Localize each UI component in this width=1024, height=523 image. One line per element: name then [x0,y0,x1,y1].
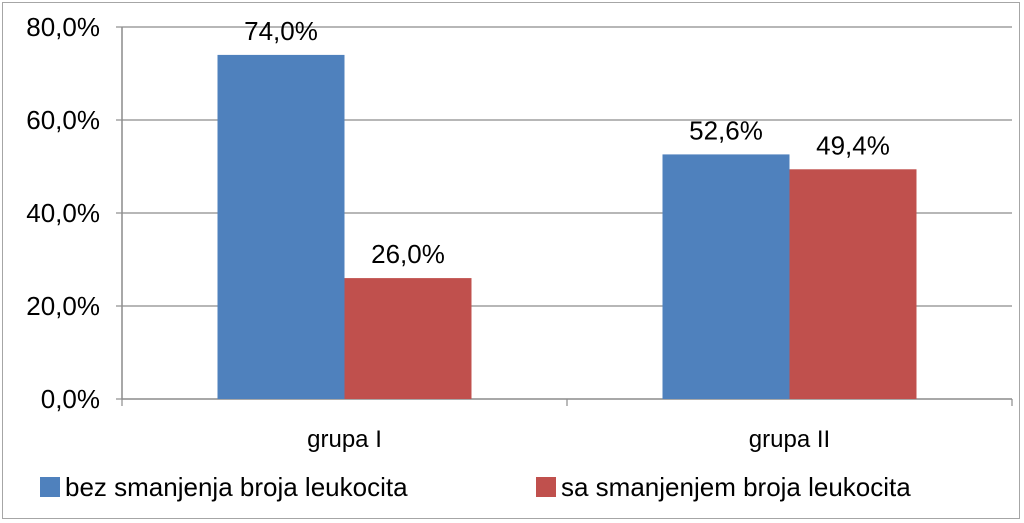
data-label: 52,6% [689,115,763,145]
legend-label: sa smanjenjem broja leukocita [561,472,911,502]
legend-swatch [536,477,556,497]
legend: bez smanjenja broja leukocita sa smanjenj… [40,472,911,502]
bars [217,54,917,400]
y-tick-label: 80,0% [26,12,100,42]
data-label: 74,0% [244,16,318,46]
x-category-label: grupa I [307,426,382,453]
x-category-label: grupa II [749,426,830,453]
y-tick-label: 20,0% [26,291,100,321]
bar [217,54,345,400]
bar [789,169,917,399]
legend-label: bez smanjenja broja leukocita [65,472,408,502]
y-tick-label: 60,0% [26,105,100,135]
y-tick-label: 0,0% [41,384,100,414]
legend-swatch [40,477,60,497]
y-tick-label: 40,0% [26,198,100,228]
bar [344,278,472,399]
data-label: 49,4% [816,130,890,160]
bar [662,154,790,399]
data-label: 26,0% [371,239,445,269]
data-labels: 74,0% 26,0% 52,6% 49,4% [244,16,890,269]
